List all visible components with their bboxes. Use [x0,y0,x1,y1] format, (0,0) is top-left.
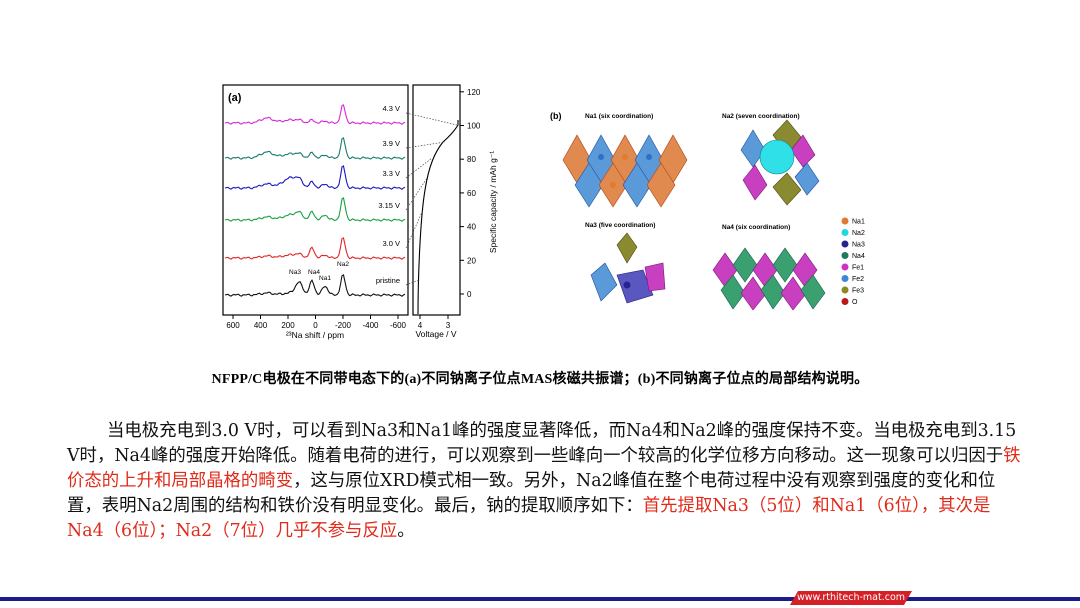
figure-b: (b) Na1 (six coordination) Na2 (seven co… [550,111,865,311]
paragraph-highlight-1: 铁价态的上升和局部晶格的畸变 [67,446,1021,491]
spectrum-label: 3.15 V [378,201,400,210]
legend-label: Fe3 [852,288,864,295]
nmr-spectrum-line [224,165,406,190]
capacity-tick-label: 60 [467,189,476,198]
na1-structure [562,134,688,208]
nmr-tick-label: 400 [254,321,268,330]
nmr-spectrum-line [224,137,406,160]
spectrum-label: 3.0 V [382,239,400,248]
nmr-spectrum-line [224,237,406,260]
legend-swatch [841,275,849,282]
nmr-tick-label: 600 [226,321,240,330]
subpanel-title-na2: Na2 (seven coordination) [722,113,800,120]
paragraph-text-1: 当电极充电到3.0 V时，可以看到Na3和Na1峰的强度显著降低，而Na4和Na… [67,421,1017,466]
nmr-tick-label: 200 [281,321,295,330]
capacity-tick-label: 120 [467,88,481,97]
link-line [405,209,424,249]
nmr-spectrum-line [224,104,406,125]
peak-label: Na1 [319,275,331,282]
nmr-tick-label: -600 [390,321,407,330]
capacity-tick-label: 100 [467,122,481,131]
capacity-tick-label: 80 [467,155,476,164]
spectrum-label: 3.9 V [382,139,400,148]
legend-swatch [841,286,849,294]
voltage-plot-frame [412,84,461,316]
nmr-tick-label: -400 [362,321,379,330]
legend-label: Na1 [852,219,865,226]
nmr-spectrum-line [224,274,406,297]
peak-label: Na3 [289,269,301,276]
peak-label: Na4 [308,269,320,276]
legend-label: Fe1 [852,265,864,272]
paragraph-highlight-2: 首先提取Na3（5位）和Na1（6位），其次是Na4（6位）；Na2（7位）几乎… [67,496,991,541]
legend-label: Na3 [852,242,865,249]
na2-structure [740,119,820,206]
voltage-axis-label: Voltage / V [415,329,456,339]
legend-label: Fe2 [852,276,864,283]
subpanel-title-na4: Na4 (six coordination) [722,224,790,231]
subpanel-title-na1: Na1 (six coordination) [585,113,653,120]
figure-a: (a) 4.3 V 3.9 V 3.3 V 3.15 V 3.0 V pristine N… [222,84,498,340]
voltage-tick-label: 4 [418,321,423,330]
capacity-axis-label: Specific capacity / mAh g⁻¹ [488,151,498,253]
legend-swatch [841,263,849,271]
charge-curve [417,120,459,315]
legend-label: Na2 [852,230,865,237]
structure-legend: Na1 Na2 Na3 Na4 Fe1 Fe2 Fe3 O [841,217,865,306]
spectrum-label: 3.3 V [382,169,400,178]
legend-swatch [841,298,849,305]
voltage-tick-label: 3 [446,321,451,330]
paragraph-text-3: 。 [397,521,415,541]
legend-swatch [841,240,849,248]
na3-structure [590,232,666,304]
subpanel-title-na3: Na3 (five coordination) [585,222,655,229]
capacity-tick-label: 0 [467,290,472,299]
link-line [405,157,433,179]
legend-label: Na4 [852,253,865,260]
capacity-tick-label: 40 [467,223,476,232]
nmr-tick-label: -200 [335,321,352,330]
paragraph-text-2: ，这与原位XRD模式相一致。另外，Na2峰值在整个电荷过程中没有观察到强度的变化… [67,471,996,516]
panel-label-b: (b) [550,111,562,121]
peak-label: Na2 [337,261,349,268]
body-paragraph: 当电极充电到3.0 V时，可以看到Na3和Na1峰的强度显著降低，而Na4和Na… [67,419,1023,544]
nmr-spectrum-line [224,197,406,222]
nmr-x-axis-label: ²³Na shift / ppm [286,330,344,340]
na4-structure [712,247,826,311]
figure-caption: NFPP/C电极在不同带电态下的(a)不同钠离子位点MAS核磁共振谱；(b)不同… [211,372,869,387]
legend-swatch [841,229,849,236]
legend-swatch [841,252,849,259]
footer-bar [0,597,1080,601]
spectrum-label: pristine [376,276,400,285]
panel-label-a: (a) [228,92,242,104]
legend-label: O [852,299,858,306]
link-line [405,279,420,286]
legend-swatch [841,217,849,225]
capacity-tick-label: 20 [467,256,476,265]
link-line [405,177,428,211]
footer-url[interactable]: www.rthitech-mat.com [790,591,912,605]
nmr-tick-label: 0 [313,321,318,330]
spectrum-label: 4.3 V [382,104,400,113]
link-line [405,141,446,149]
